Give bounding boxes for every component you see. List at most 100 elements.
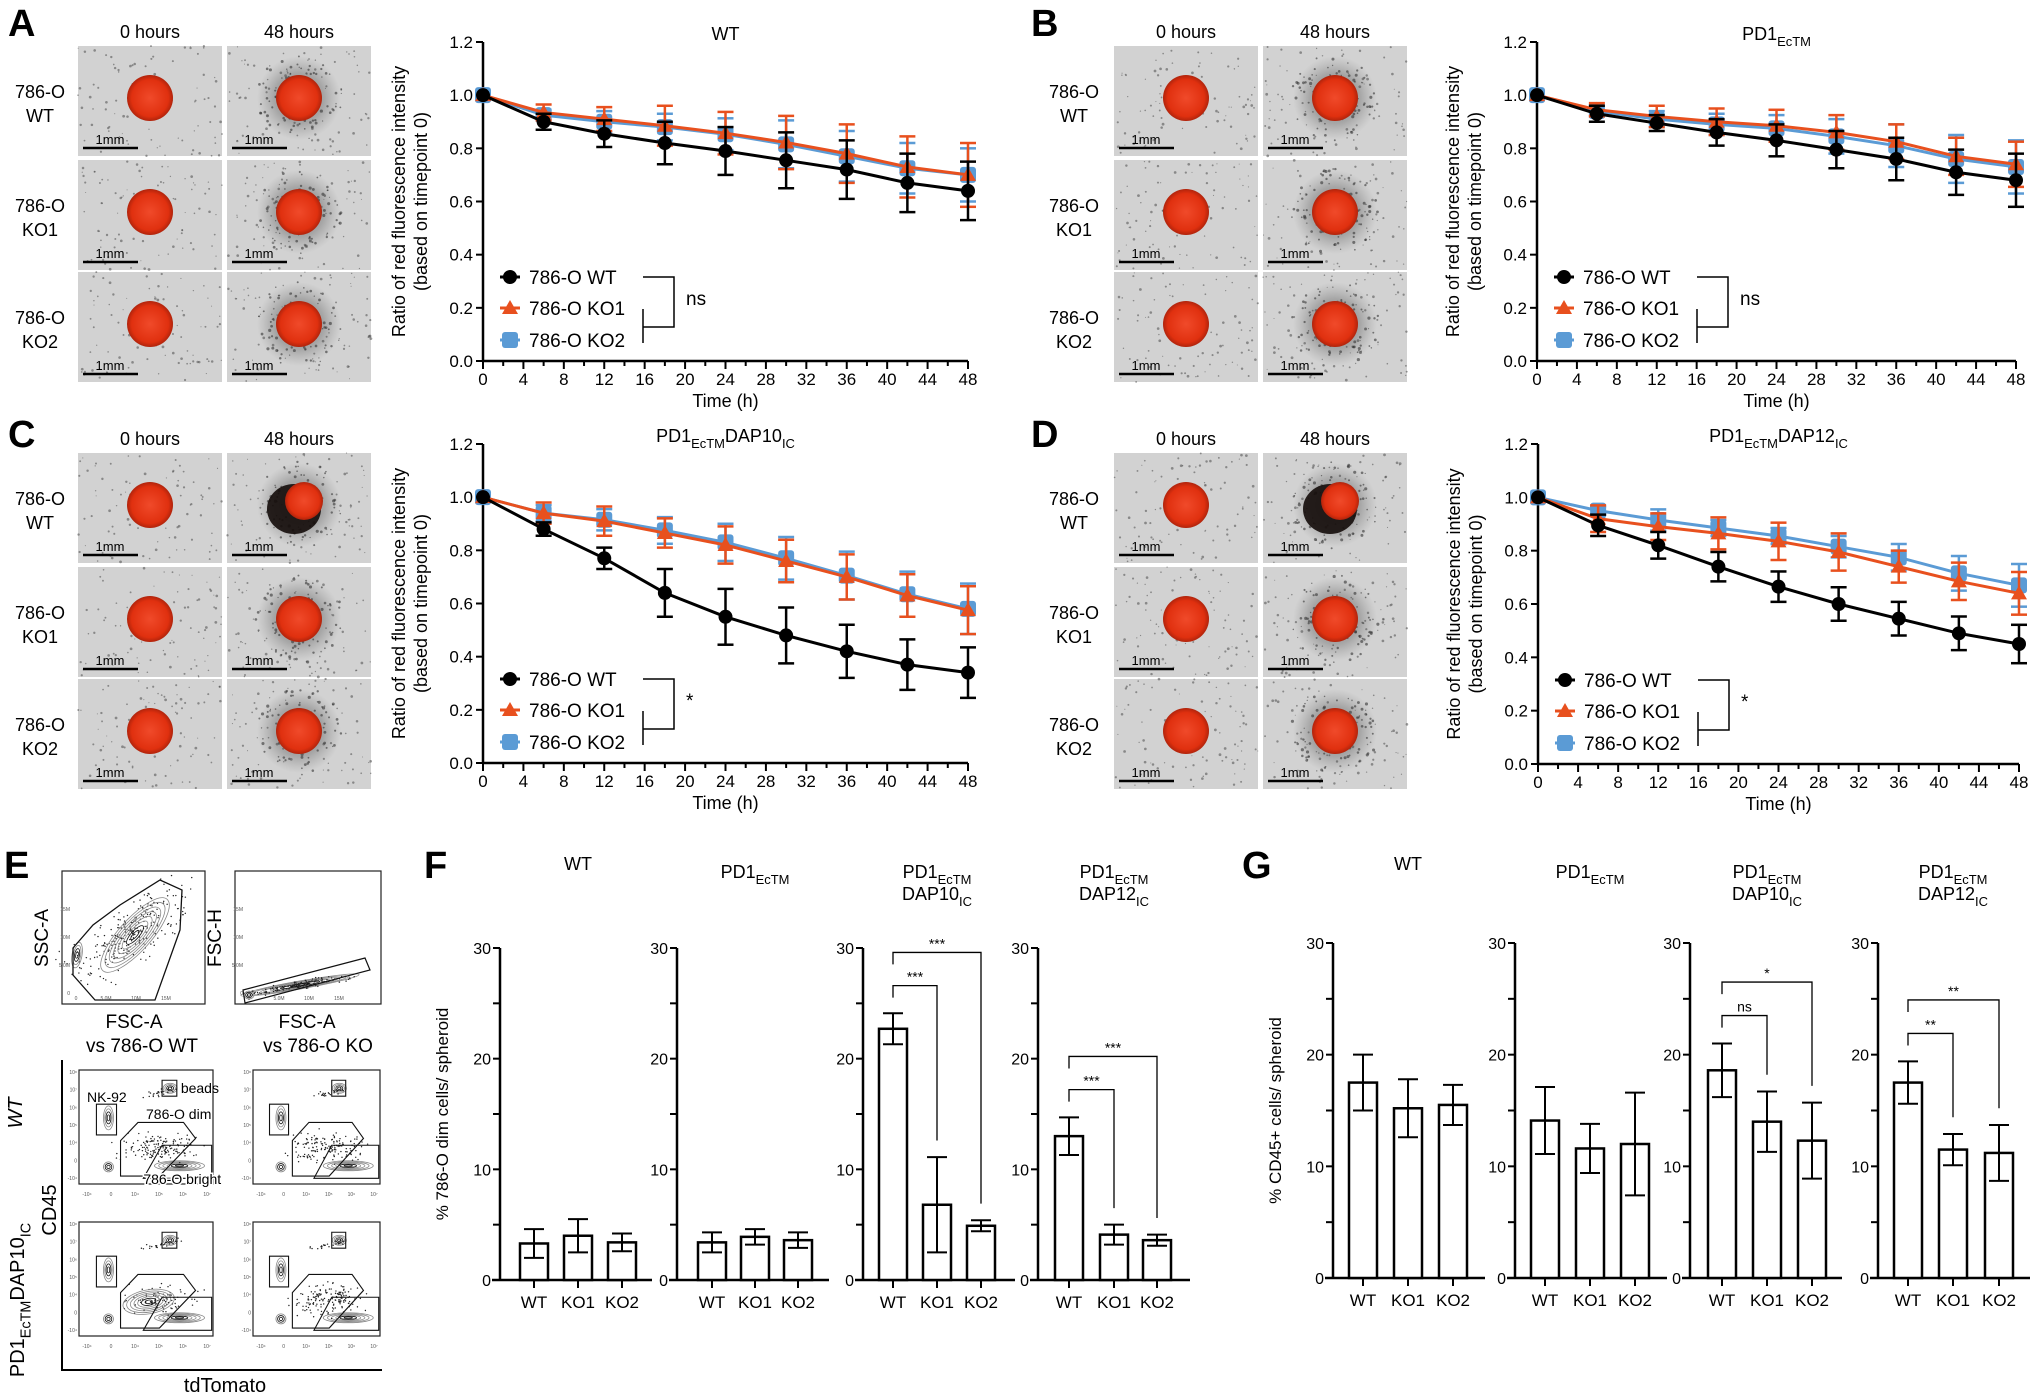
scale-bar-label: 1mm — [1132, 653, 1161, 668]
event-dot — [158, 1095, 160, 1098]
cell-speck — [311, 582, 314, 585]
cell-speck — [1118, 249, 1121, 253]
cell-speck — [1240, 256, 1243, 259]
cell-speck — [1288, 663, 1291, 666]
cell-speck — [359, 192, 362, 195]
cell-speck — [1229, 628, 1232, 631]
event-dot — [305, 980, 308, 982]
x-tick-label: 44 — [1967, 370, 1986, 389]
cell-speck — [360, 465, 363, 468]
x-tick-label: KO2 — [1140, 1293, 1174, 1312]
cell-speck — [131, 64, 134, 67]
comparison-bracket — [1068, 1089, 1115, 1209]
cell-speck — [154, 296, 156, 298]
cell-speck — [367, 334, 371, 338]
cell-speck — [1166, 566, 1168, 568]
cell-speck — [197, 737, 199, 739]
cell-speck — [308, 239, 312, 243]
cell-speck — [113, 66, 117, 70]
event-dot — [162, 1090, 164, 1093]
cell-speck — [184, 701, 187, 705]
x-tick-label: 32 — [797, 370, 816, 389]
cell-speck — [254, 297, 257, 299]
cell-speck — [93, 631, 96, 634]
cell-speck — [94, 462, 98, 465]
event-dot — [142, 1096, 144, 1099]
cell-speck — [304, 348, 307, 351]
cell-speck — [1270, 501, 1273, 504]
cell-speck — [301, 773, 303, 776]
cell-speck — [192, 248, 195, 251]
cell-speck — [351, 768, 354, 771]
row-label: 786-O — [1049, 82, 1099, 102]
event-dot — [158, 1091, 160, 1094]
cell-speck — [1215, 109, 1218, 113]
event-dot — [105, 979, 107, 981]
cell-speck — [192, 289, 195, 292]
event-dot — [146, 1154, 148, 1156]
cell-speck — [1276, 464, 1279, 467]
chart-title: PD1EcTM — [1080, 862, 1149, 887]
cell-speck — [1250, 604, 1253, 608]
cell-speck — [332, 689, 335, 692]
cell-speck — [321, 192, 325, 196]
cell-speck — [1353, 470, 1357, 474]
cell-speck — [1372, 694, 1375, 697]
cell-speck — [1365, 181, 1368, 185]
cell-speck — [1302, 600, 1305, 603]
y-tick-label: 20 — [1663, 1048, 1681, 1065]
cell-speck — [219, 699, 222, 703]
axis-tick-label: 0 — [248, 996, 251, 1002]
cell-speck — [1176, 234, 1178, 237]
cell-speck — [323, 680, 325, 682]
cell-speck — [213, 606, 215, 608]
cell-speck — [83, 210, 86, 213]
event-dot — [143, 894, 146, 896]
cell-speck — [231, 694, 234, 696]
cell-speck — [129, 64, 132, 68]
cell-speck — [1286, 70, 1288, 72]
cell-speck — [1328, 351, 1332, 355]
cell-speck — [346, 51, 348, 53]
cell-speck — [261, 568, 264, 571]
y-tick-label: 0 — [845, 1273, 854, 1290]
event-dot — [295, 981, 297, 983]
x-tick-label: 24 — [1767, 370, 1786, 389]
event-dot — [154, 1146, 156, 1148]
event-dot — [320, 1143, 323, 1145]
event-dot — [181, 884, 183, 887]
cell-speck — [1203, 482, 1206, 484]
cell-speck — [322, 321, 326, 325]
cell-speck — [1129, 226, 1132, 229]
cell-speck — [253, 191, 255, 193]
cell-speck — [274, 628, 278, 632]
y-axis-label: % CD45+ cells/ spheroid — [1266, 1017, 1285, 1204]
event-dot — [355, 1149, 357, 1152]
cell-speck — [275, 248, 278, 251]
cell-speck — [1230, 460, 1233, 463]
cell-speck — [1357, 747, 1361, 751]
event-dot — [345, 980, 347, 982]
axis-tick-label: 10M — [131, 996, 141, 1002]
cell-speck — [100, 239, 102, 242]
cell-speck — [341, 769, 343, 772]
cell-speck — [1277, 215, 1280, 218]
cell-speck — [338, 150, 341, 153]
cell-speck — [1373, 304, 1376, 307]
cell-speck — [1328, 664, 1332, 667]
data-point — [1829, 142, 1844, 157]
x-tick-label: 28 — [1807, 370, 1826, 389]
spheroid — [1163, 596, 1209, 642]
data-point — [1531, 490, 1545, 505]
cell-speck — [243, 289, 245, 291]
cell-speck — [1150, 762, 1152, 764]
cell-speck — [1318, 555, 1320, 558]
cell-speck — [130, 634, 133, 638]
cell-speck — [79, 460, 82, 463]
chart-title: DAP10IC — [902, 884, 972, 909]
cell-speck — [1227, 581, 1229, 584]
cell-speck — [279, 592, 283, 596]
event-dot — [288, 988, 290, 990]
x-tick-label: 28 — [756, 772, 775, 791]
cell-speck — [1396, 134, 1398, 136]
